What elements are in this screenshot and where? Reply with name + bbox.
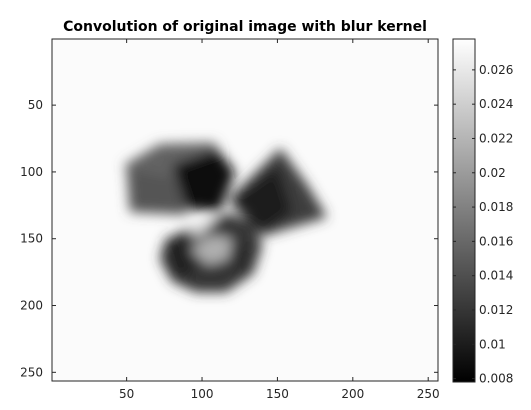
cone-shadow [229,165,293,234]
colorbar-tick-label: 0.022 [479,131,513,145]
colorbar-tick-label: 0.024 [479,97,513,111]
colorbar [452,38,476,383]
y-tick-label: 200 [20,299,43,313]
colorbar-tick-label: 0.026 [479,63,513,77]
y-tick-label: 100 [20,165,43,179]
x-tick-label: 150 [266,387,289,401]
torus-dark-band [164,232,205,279]
x-tick-label: 100 [191,387,214,401]
colorbar-tick-label: 0.018 [479,200,513,214]
x-axis: 50 100 150 200 250 [119,39,440,401]
torus-bright-rim [190,214,221,239]
x-tick-label: 200 [341,387,364,401]
colorbar-tick-label: 0.012 [479,303,513,317]
blurred-image-layer [123,142,328,293]
x-tick-label: 250 [417,387,440,401]
y-tick-label: 150 [20,232,43,246]
y-tick-label: 50 [28,98,43,112]
colorbar-tick-label: 0.02 [479,166,506,180]
cube-front-face [126,169,187,215]
y-tick-label: 250 [20,365,43,379]
colorbar-tick-label: 0.014 [479,269,513,283]
y-axis: 50 100 150 200 250 [20,98,438,379]
plot-frame [51,38,439,382]
chart-title: Convolution of original image with blur … [63,19,427,35]
colorbar-tick-label: 0.008 [479,372,513,386]
torus-light-center [190,234,233,266]
colorbar-tick-label: 0.01 [479,337,506,351]
x-tick-label: 50 [119,387,134,401]
torus-inner-dark [229,241,251,274]
colorbar-tick-label: 0.016 [479,234,513,248]
cube-dark-side [171,149,236,212]
colorbar-axis: 0.008 0.01 0.012 0.014 0.016 0.018 0.02 0.022 0.… [453,63,513,386]
